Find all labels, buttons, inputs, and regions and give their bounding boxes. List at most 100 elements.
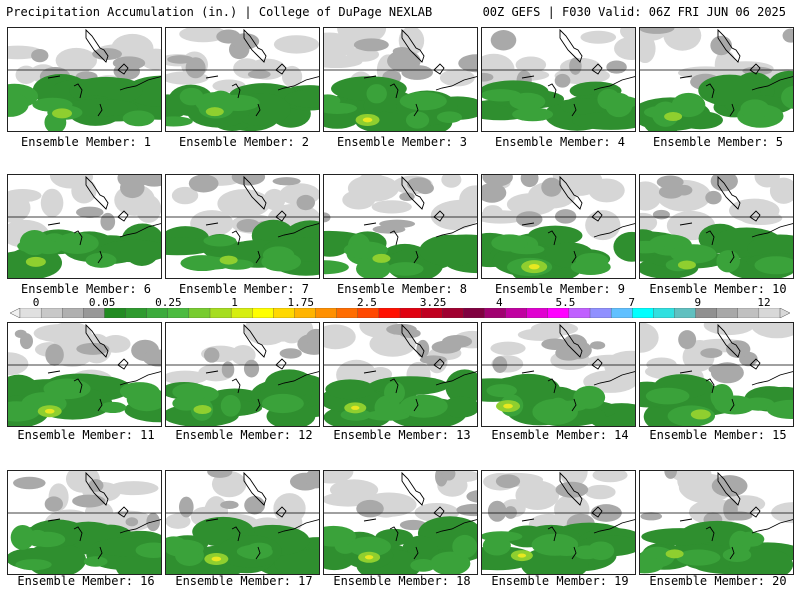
colorbar-tick-label: 2.5 [356, 296, 377, 309]
precip-area [17, 238, 60, 254]
precip-area [231, 175, 266, 186]
member-label: Ensemble Member: 16 [17, 574, 155, 588]
precip-area [8, 401, 40, 422]
precip-area [722, 547, 752, 563]
precip-area [264, 369, 314, 399]
precip-area [754, 256, 793, 275]
precip-area [555, 481, 589, 498]
precip-area [506, 193, 556, 216]
precip-area [515, 56, 547, 74]
precip-area [490, 341, 526, 356]
map-title: Precipitation Accumulation (in.) | Colle… [6, 5, 433, 19]
coastline [47, 175, 161, 264]
run-valid-time: 00Z GEFS | F030 Valid: 06Z FRI JUN 06 20… [482, 5, 786, 19]
precip-area [445, 369, 477, 405]
precip-area [520, 175, 539, 188]
precip-area [736, 531, 765, 547]
precip-area [458, 54, 477, 73]
precip-area [552, 545, 581, 557]
colorbar-segment [336, 308, 359, 318]
precip-area [31, 48, 49, 63]
precip-area [304, 471, 319, 489]
precip-area [640, 34, 656, 64]
colorbar-segment [589, 308, 612, 318]
precip-area [690, 409, 711, 420]
precip-area [324, 232, 350, 257]
precip-area [781, 85, 793, 109]
precip-area [676, 549, 721, 566]
precip-area [782, 28, 793, 43]
precip-area [324, 471, 337, 480]
colorbar-tick-label: 7 [628, 296, 635, 309]
precip-area [261, 323, 303, 342]
precip-area [14, 329, 27, 339]
precip-area [362, 117, 373, 123]
precip-map [8, 323, 161, 426]
precip-area [247, 542, 272, 555]
ensemble-panel [639, 322, 794, 427]
precip-map [640, 175, 793, 278]
precip-area [113, 62, 141, 81]
colorbar-segment [526, 308, 549, 318]
precip-area [405, 111, 430, 129]
precip-area [166, 237, 216, 256]
precip-area [369, 330, 416, 357]
ensemble-panel [323, 322, 478, 427]
precip-area [669, 28, 698, 50]
member-label: Ensemble Member: 17 [175, 574, 313, 588]
precip-area [8, 92, 29, 117]
precip-area [324, 55, 363, 69]
precip-area [32, 97, 73, 112]
precip-area [166, 370, 208, 385]
precip-area [605, 92, 633, 118]
precip-area [324, 324, 356, 350]
ensemble-panel [481, 27, 636, 132]
precip-area [117, 175, 149, 189]
precip-area [620, 28, 635, 42]
precip-area [515, 480, 560, 510]
precip-area [230, 345, 256, 365]
precip-area [273, 35, 319, 54]
precip-area [482, 89, 522, 102]
precip-area [8, 352, 29, 376]
precip-area [365, 409, 410, 421]
precip-area [188, 175, 219, 193]
precip-area [640, 28, 675, 34]
colorbar-segment [695, 308, 718, 318]
coastline [521, 471, 635, 560]
coastline [205, 175, 319, 264]
precip-area [231, 33, 260, 50]
coastline [205, 471, 319, 560]
precip-area [487, 500, 507, 522]
precip-area [664, 471, 677, 479]
precip-area [384, 381, 405, 405]
precip-area [640, 323, 659, 353]
precip-area [410, 558, 436, 572]
precip-area [554, 73, 571, 88]
colorbar-segment [378, 308, 401, 318]
colorbar-segment [758, 308, 781, 318]
precip-area [8, 188, 42, 203]
precip-area [555, 345, 583, 361]
precip-area [541, 177, 562, 197]
precip-area [530, 323, 579, 336]
precip-area [351, 405, 360, 410]
precip-area [573, 545, 601, 560]
precip-area [76, 206, 104, 218]
precip-area [613, 231, 635, 262]
colorbar-segment [737, 308, 760, 318]
precip-area [219, 255, 238, 265]
precip-area [703, 323, 755, 336]
precip-area [723, 498, 738, 521]
colorbar-tick-label: 12 [757, 296, 771, 309]
colorbar-segment [167, 308, 190, 318]
colorbar-segment [40, 308, 63, 318]
precip-area [85, 252, 117, 268]
ensemble-panel [323, 174, 478, 279]
precip-map [640, 28, 793, 131]
precip-area [441, 335, 473, 349]
colorbar-tick-label: 5.5 [555, 296, 576, 309]
precip-area [387, 50, 421, 73]
precip-area [665, 549, 684, 559]
precip-area [698, 74, 761, 107]
